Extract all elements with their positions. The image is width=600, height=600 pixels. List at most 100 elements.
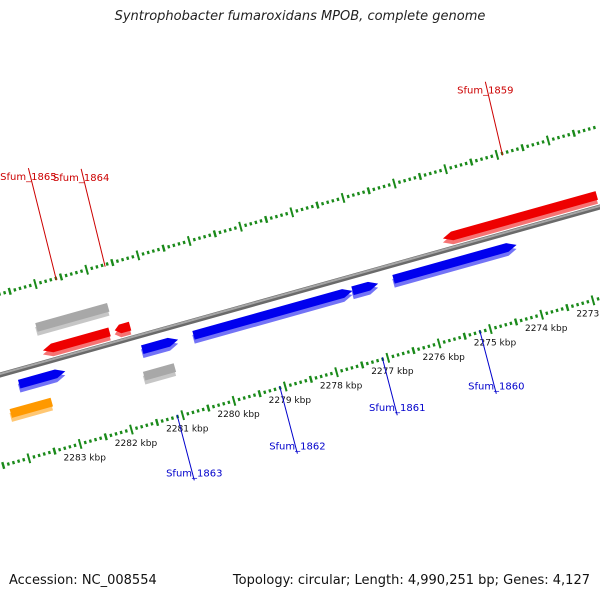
forward-minor-tick — [550, 309, 554, 314]
forward-minor-tick — [268, 388, 272, 393]
forward-minor-tick — [299, 380, 303, 385]
forward-minor-tick — [88, 439, 92, 443]
forward-major-tick — [488, 323, 493, 335]
feature-body[interactable] — [142, 363, 177, 381]
feature-label-text[interactable]: Sfum_1862 — [269, 442, 325, 453]
forward-minor-tick — [63, 446, 67, 451]
feature-body[interactable] — [442, 191, 598, 241]
label-Sfum_1864[interactable]: Sfum_1864 — [53, 168, 109, 267]
label-Sfum_1862[interactable]: Sfum_1862 — [269, 385, 326, 454]
forward-minor-tick — [340, 368, 344, 373]
reverse-minor-tick — [126, 256, 130, 261]
forward-minor-tick — [329, 371, 334, 376]
forward-minor-tick — [462, 332, 467, 340]
forward-minor-tick — [140, 424, 144, 429]
reverse-minor-tick — [90, 266, 94, 271]
feature-label-text[interactable]: Sfum_1864 — [53, 173, 109, 184]
feature-pseudo-2[interactable] — [35, 302, 110, 336]
reverse-minor-tick — [454, 164, 458, 169]
reverse-minor-tick — [110, 258, 115, 267]
label-leader-line — [484, 81, 504, 156]
reverse-major-tick — [238, 221, 243, 232]
feature-Sfum_1862[interactable] — [192, 289, 353, 344]
feature-Sfum_1864[interactable] — [114, 321, 132, 338]
label-Sfum_1865[interactable]: Sfum_1865 — [0, 168, 57, 281]
forward-minor-tick — [360, 361, 365, 369]
feature-Sfum_1865[interactable] — [42, 327, 111, 357]
kbp-tick-label: 2277 kbp — [371, 367, 414, 377]
forward-minor-tick — [237, 397, 241, 402]
reverse-major-tick — [135, 250, 141, 261]
feature-body[interactable] — [17, 369, 66, 389]
kbp-tick-label: 2274 kbp — [525, 324, 568, 334]
reverse-minor-tick — [505, 150, 509, 154]
reverse-minor-tick — [587, 127, 591, 131]
feature-rna-1[interactable] — [9, 397, 54, 422]
reverse-minor-tick — [372, 187, 376, 192]
feature-Sfum_1861[interactable] — [351, 281, 379, 300]
feature-pseudo-1[interactable] — [142, 363, 177, 385]
forward-minor-tick — [319, 374, 323, 379]
reverse-major-tick — [340, 192, 346, 204]
reverse-major-tick — [186, 235, 192, 247]
kbp-tick-label: 2275 kbp — [474, 338, 517, 348]
label-Sfum_1861[interactable]: Sfum_1861 — [369, 357, 425, 416]
forward-minor-tick — [458, 335, 462, 340]
forward-minor-tick — [545, 311, 549, 316]
forward-minor-tick — [73, 443, 77, 448]
feature-Sfum_1863[interactable] — [141, 337, 179, 359]
reverse-minor-tick — [95, 264, 99, 269]
forward-minor-tick — [581, 301, 585, 306]
reverse-minor-tick — [366, 187, 371, 195]
reverse-minor-tick — [208, 233, 212, 238]
feature-body[interactable] — [392, 243, 517, 284]
reverse-minor-tick — [561, 134, 566, 139]
feature-label-layer: Sfum_1863 Sfum_1862 Sfum_1861 Sfum_1860 Sfum… — [0, 81, 525, 481]
reverse-minor-tick — [244, 223, 248, 228]
reverse-minor-tick — [346, 194, 350, 199]
feature-body[interactable] — [351, 281, 379, 296]
reverse-minor-tick — [264, 215, 269, 224]
feature-fwd-1[interactable] — [17, 369, 66, 393]
reverse-minor-tick — [79, 269, 84, 274]
label-Sfum_1863[interactable]: Sfum_1863 — [166, 414, 222, 481]
forward-minor-tick — [365, 361, 369, 366]
feature-Sfum_1859[interactable] — [442, 191, 598, 245]
feature-Sfum_1860[interactable] — [392, 243, 517, 288]
label-Sfum_1859[interactable]: Sfum_1859 — [457, 81, 514, 156]
feature-label-text[interactable]: Sfum_1865 — [0, 172, 56, 183]
feature-label-text[interactable]: Sfum_1861 — [369, 403, 425, 414]
forward-minor-tick — [529, 315, 534, 320]
label-Sfum_1860[interactable]: Sfum_1860 — [468, 329, 525, 394]
forward-minor-tick — [134, 426, 139, 431]
forward-minor-tick — [513, 318, 519, 326]
kbp-tick-label: 2281 kbp — [166, 425, 209, 435]
reverse-minor-tick — [141, 252, 145, 256]
reverse-minor-tick — [567, 132, 571, 137]
feature-label-text[interactable]: Sfum_1863 — [166, 468, 222, 479]
reverse-minor-tick — [18, 286, 22, 291]
feature-label-text[interactable]: Sfum_1860 — [468, 382, 524, 393]
feature-body[interactable] — [141, 337, 179, 355]
forward-minor-tick — [17, 459, 21, 464]
feature-body[interactable] — [42, 327, 111, 353]
reverse-minor-tick — [526, 144, 530, 149]
feature-label-text[interactable]: Sfum_1859 — [457, 86, 513, 97]
forward-minor-tick — [109, 433, 113, 438]
feature-body[interactable] — [35, 302, 110, 332]
reverse-minor-tick — [315, 201, 320, 209]
feature-body[interactable] — [192, 289, 353, 340]
reverse-minor-tick — [23, 285, 27, 289]
reverse-minor-tick — [3, 290, 7, 295]
reverse-minor-tick — [417, 172, 423, 181]
reverse-minor-tick — [279, 213, 284, 218]
feature-body[interactable] — [114, 321, 132, 334]
feature-body[interactable] — [9, 397, 54, 418]
reverse-minor-tick — [351, 193, 355, 197]
reverse-minor-tick — [177, 242, 181, 246]
forward-minor-tick — [191, 410, 195, 415]
reverse-minor-tick — [356, 191, 361, 196]
forward-minor-tick — [165, 417, 169, 422]
reverse-minor-tick — [233, 226, 237, 230]
reverse-minor-tick — [479, 157, 484, 162]
